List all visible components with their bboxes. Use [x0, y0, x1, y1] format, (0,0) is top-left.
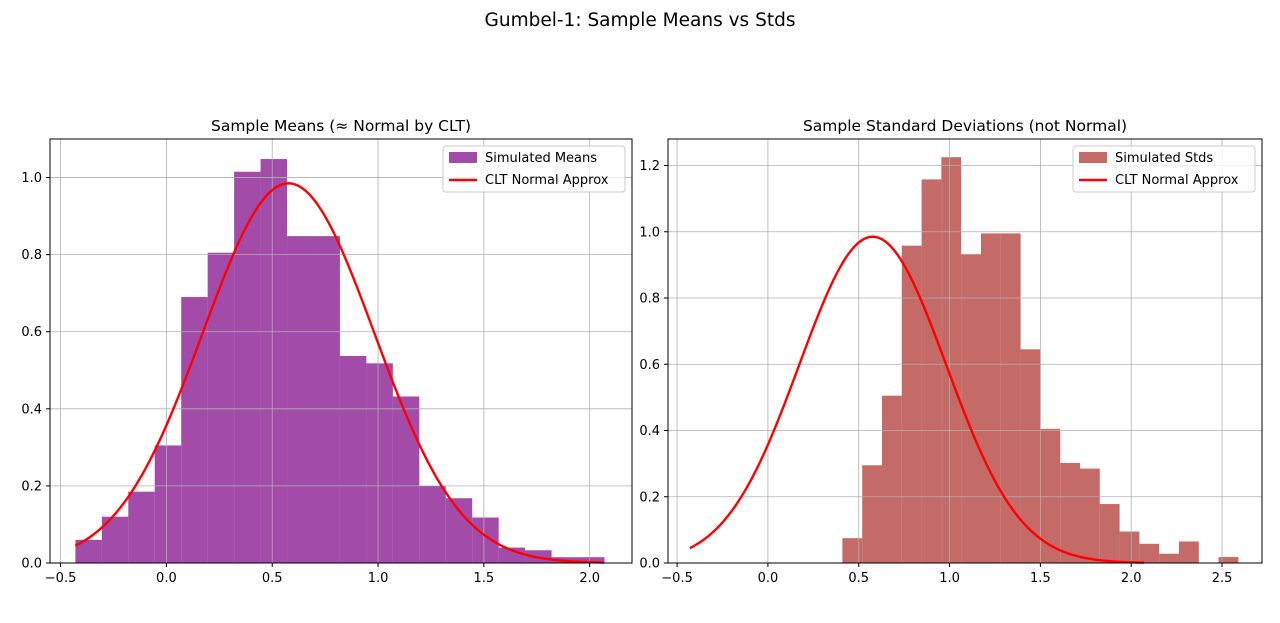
legend-label-curve: CLT Normal Approx: [1115, 173, 1239, 188]
y-tick-label: 0.4: [21, 402, 42, 417]
histogram-bar: [1159, 553, 1179, 563]
axes-frame: [49, 138, 633, 564]
y-tick-label: 1.0: [639, 225, 660, 240]
histogram-bar: [287, 236, 314, 563]
histogram-bar: [1020, 349, 1041, 563]
histogram-bar: [392, 396, 420, 563]
histogram-bar: [941, 157, 962, 563]
x-tick-label: 1.0: [368, 571, 389, 586]
legend-swatch-bar: [1079, 152, 1107, 163]
y-tick-label: 0.8: [21, 248, 42, 263]
histogram-bar: [1079, 468, 1100, 563]
histogram-bar: [1119, 531, 1140, 563]
histogram-bar: [154, 445, 182, 563]
legend-swatch-bar: [449, 152, 477, 163]
histogram-bar: [75, 539, 102, 563]
y-tick-label: 0.0: [21, 557, 42, 572]
x-tick-label: 1.5: [1030, 571, 1051, 586]
y-tick-label: 0.2: [21, 479, 42, 494]
histogram-bar: [980, 233, 1001, 563]
x-tick-label: 2.0: [579, 571, 600, 586]
histogram-bar: [1139, 543, 1160, 563]
legend: Simulated Stds CLT Normal Approx: [1072, 145, 1256, 193]
histogram-bar: [366, 363, 393, 563]
y-tick-label: 0.0: [639, 557, 660, 572]
histogram-bar: [260, 159, 288, 563]
histogram-bar: [128, 491, 155, 563]
histogram-bar: [419, 485, 446, 563]
histogram-bar: [881, 395, 902, 563]
y-tick-label: 0.4: [639, 424, 660, 439]
x-tick-label: −0.5: [661, 571, 693, 586]
x-tick-label: 0.5: [262, 571, 283, 586]
y-tick-label: 0.8: [639, 292, 660, 307]
histogram-bar: [181, 297, 208, 563]
histogram-bar: [901, 245, 922, 563]
histogram-bar: [1099, 504, 1120, 563]
y-tick-label: 0.6: [639, 358, 660, 373]
axes-frame: [667, 138, 1263, 564]
histogram-bar: [1060, 462, 1080, 563]
histogram-bar: [921, 179, 942, 563]
normal-curve-line: [689, 235, 1144, 564]
figure-title: Gumbel-1: Sample Means vs Stds: [485, 10, 796, 31]
histogram-bar: [234, 171, 261, 563]
histogram-bar: [1040, 428, 1061, 563]
x-tick-label: 0.0: [758, 571, 779, 586]
histogram-bar: [1000, 233, 1021, 563]
x-tick-label: 0.0: [156, 571, 177, 586]
x-tick-label: 1.0: [939, 571, 960, 586]
chart-title: Sample Standard Deviations (not Normal): [803, 117, 1127, 135]
y-tick-label: 1.0: [21, 171, 42, 186]
y-tick-label: 0.2: [639, 490, 660, 505]
histogram-bar: [207, 252, 235, 563]
histogram-bar: [1218, 557, 1239, 563]
histogram-bar: [339, 356, 367, 563]
x-tick-label: 0.5: [848, 571, 869, 586]
legend-label-histogram: Simulated Means: [485, 151, 597, 166]
histogram-bar: [1178, 541, 1199, 563]
y-tick-label: 0.6: [21, 325, 42, 340]
chart-title: Sample Means (≈ Normal by CLT): [211, 117, 471, 135]
y-tick-label: 1.2: [639, 159, 660, 174]
histogram-bar: [842, 538, 863, 563]
x-tick-label: −0.5: [45, 571, 77, 586]
x-tick-label: 2.5: [1212, 571, 1233, 586]
bars: [75, 159, 605, 563]
histogram-bar: [862, 465, 882, 563]
histogram-bar: [445, 498, 473, 563]
legend: Simulated Means CLT Normal Approx: [442, 145, 626, 193]
x-tick-label: 1.5: [474, 571, 495, 586]
legend-label-curve: CLT Normal Approx: [485, 173, 609, 188]
histogram-bar: [472, 517, 499, 563]
normal-curve-line: [74, 182, 605, 564]
legend-label-histogram: Simulated Stds: [1115, 151, 1213, 166]
stds-histogram-panel: Sample Standard Deviations (not Normal) −…: [639, 117, 1263, 586]
histogram-bar: [578, 557, 605, 563]
histogram-bar: [313, 236, 340, 563]
x-tick-label: 2.0: [1121, 571, 1142, 586]
legend-box: [1072, 145, 1256, 193]
legend-box: [442, 145, 626, 193]
means-histogram-panel: Sample Means (≈ Normal by CLT)−0.5 0.0 0.5…: [21, 117, 633, 586]
histogram-bar: [961, 254, 981, 563]
